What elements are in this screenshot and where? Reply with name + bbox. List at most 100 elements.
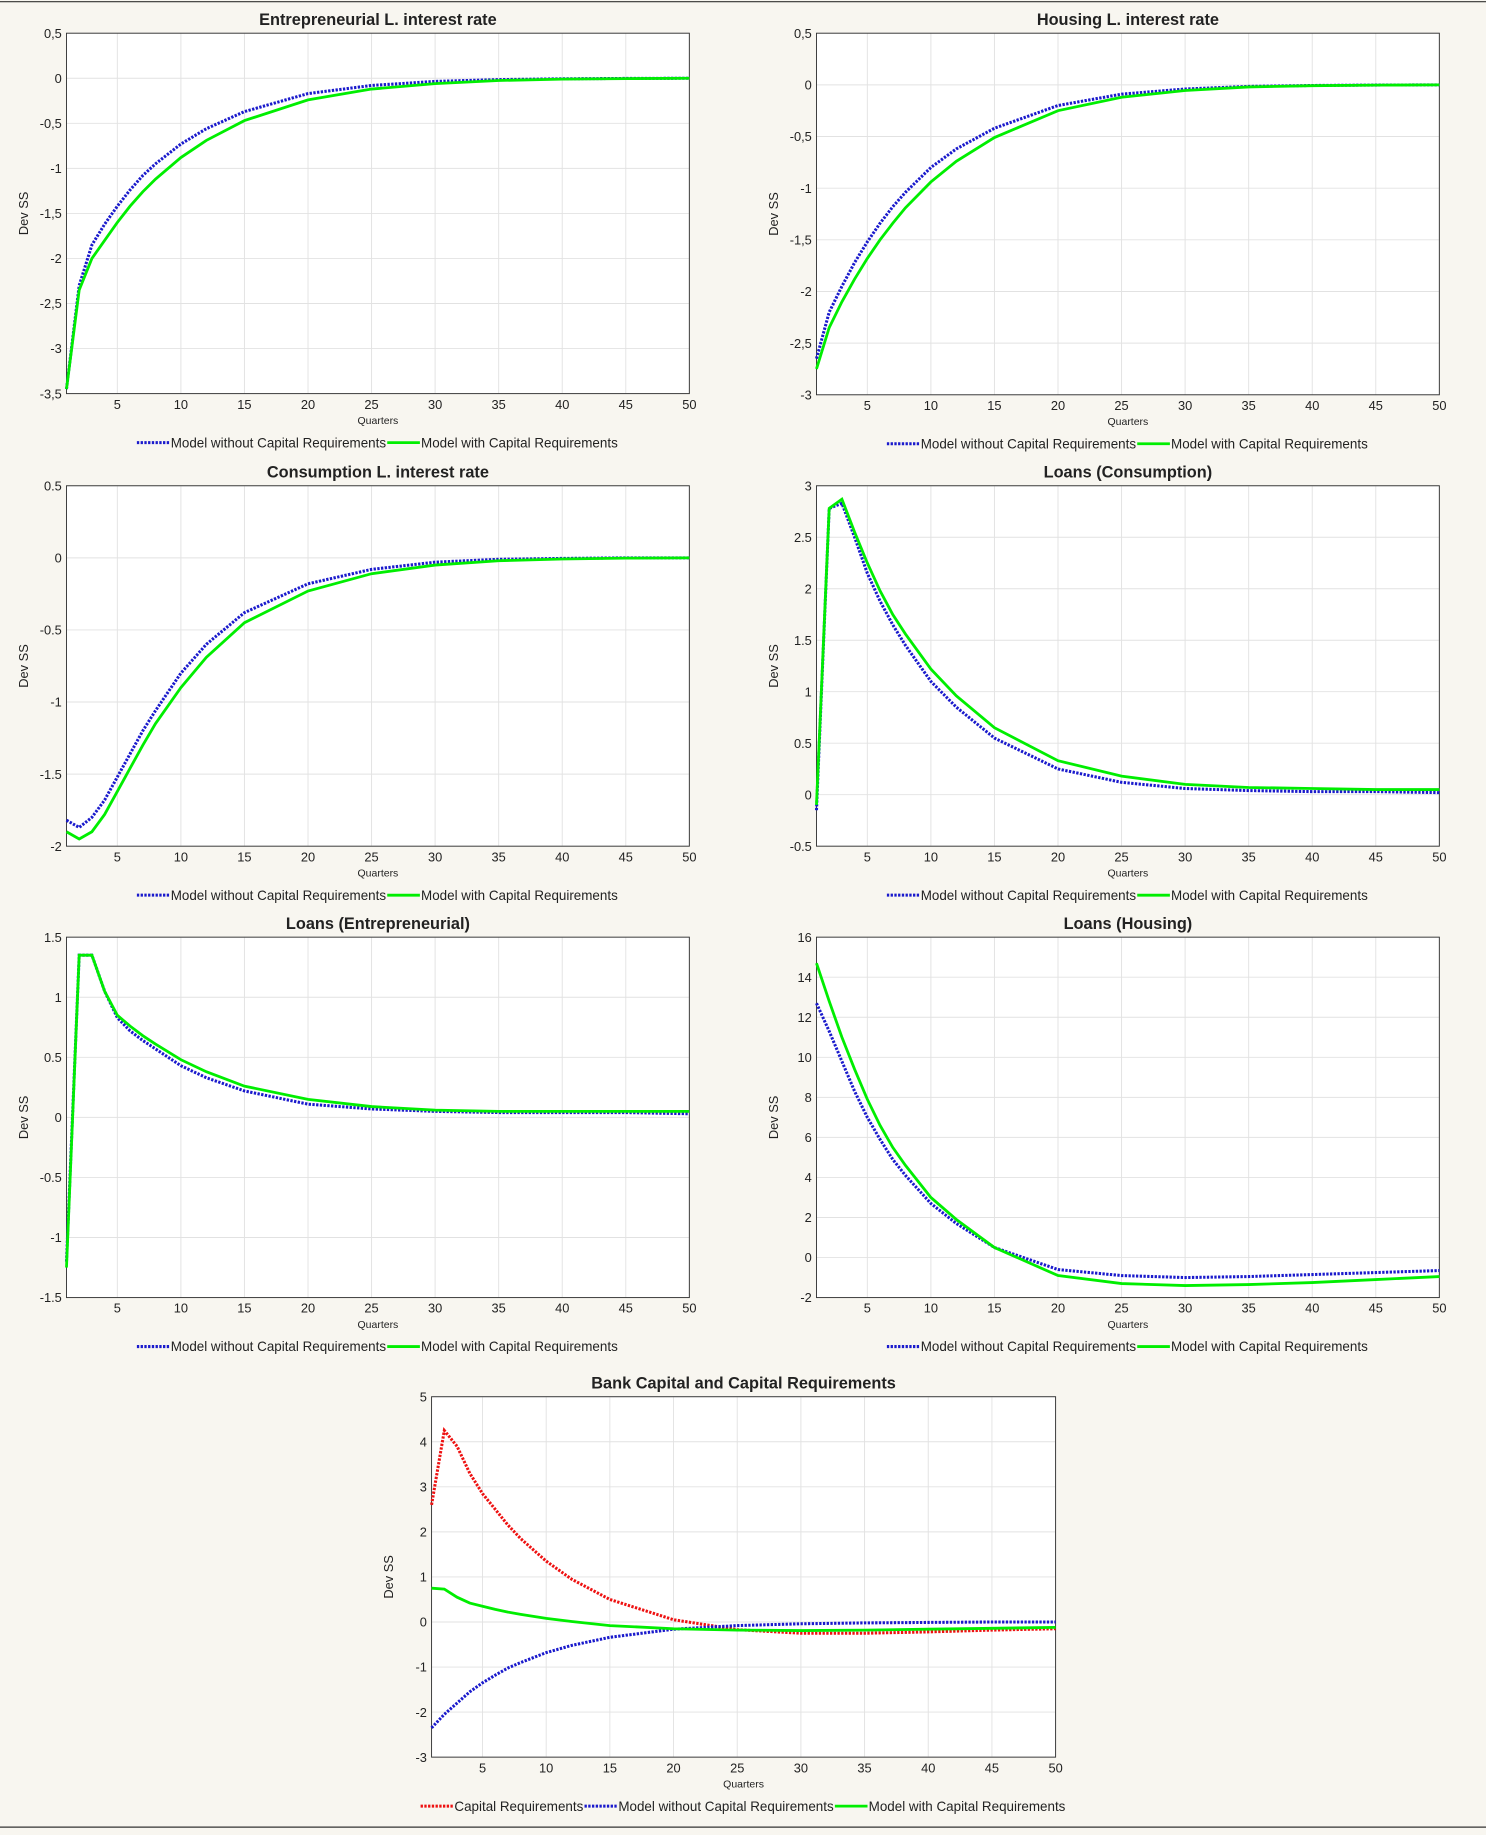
x-tick-label: 5 <box>864 1301 871 1316</box>
y-tick-label: 1.5 <box>794 633 812 648</box>
x-axis-label: Quarters <box>358 1320 399 1331</box>
x-tick-label: 5 <box>114 849 121 864</box>
x-tick-label: 20 <box>301 849 315 864</box>
x-tick-label: 40 <box>1305 849 1319 864</box>
x-tick-label: 30 <box>428 1301 442 1316</box>
x-tick-label: 25 <box>364 1301 378 1316</box>
x-tick-label: 35 <box>1242 1301 1256 1316</box>
x-tick-label: 40 <box>555 1301 569 1316</box>
x-tick-label: 20 <box>666 1760 680 1775</box>
legend: Model without Capital Requirements Model … <box>886 1339 1368 1354</box>
legend-label: Model without Capital Requirements <box>171 1339 387 1354</box>
y-tick-label: -2 <box>800 1290 811 1305</box>
y-tick-label: -0.5 <box>790 839 812 854</box>
data-line <box>65 556 690 841</box>
y-tick-label: -3 <box>50 341 61 356</box>
y-tick-label: 4 <box>420 1434 427 1449</box>
x-tick-label: 5 <box>114 397 121 412</box>
x-tick-label: 10 <box>539 1760 553 1775</box>
chart-title: Loans (Consumption) <box>1044 464 1213 482</box>
legend-label: Model without Capital Requirements <box>618 1799 834 1814</box>
x-tick-label: 40 <box>1305 398 1319 413</box>
y-tick-label: -2,5 <box>790 336 812 351</box>
y-tick-label: -1 <box>50 161 61 176</box>
y-tick-label: 2 <box>805 581 812 596</box>
y-tick-label: 3 <box>420 1479 427 1494</box>
x-tick-label: 15 <box>987 1301 1001 1316</box>
chart-title: Housing L. interest rate <box>1037 11 1219 29</box>
y-tick-label: 1 <box>805 684 812 699</box>
y-tick-label: -2 <box>415 1705 426 1720</box>
y-tick-label: 0 <box>805 1250 812 1265</box>
y-tick-label: 2 <box>420 1525 427 1540</box>
legend: Model without Capital Requirements Model … <box>136 1339 618 1354</box>
y-axis-label: Dev SS <box>16 192 31 236</box>
x-tick-label: 35 <box>1242 398 1256 413</box>
x-tick-label: 50 <box>1432 849 1446 864</box>
x-tick-label: 5 <box>864 398 871 413</box>
y-tick-label: -1 <box>415 1660 426 1675</box>
y-tick-label: -3 <box>415 1750 426 1765</box>
x-tick-label: 45 <box>1369 398 1383 413</box>
x-tick-label: 20 <box>1051 849 1065 864</box>
axes-box <box>816 485 1440 847</box>
x-tick-label: 25 <box>1114 1301 1128 1316</box>
y-tick-label: -0,5 <box>790 129 812 144</box>
x-tick-label: 20 <box>301 397 315 412</box>
y-tick-label: -2 <box>50 839 61 854</box>
x-tick-label: 30 <box>794 1760 808 1775</box>
x-tick-label: 40 <box>555 397 569 412</box>
x-tick-label: 35 <box>492 849 506 864</box>
plot-area <box>816 937 1440 1298</box>
data-line <box>814 501 1440 811</box>
y-axis-label: Dev SS <box>16 644 31 688</box>
y-tick-label: -2 <box>800 284 811 299</box>
x-axis-label: Quarters <box>1108 1320 1149 1331</box>
data-line <box>65 953 690 1268</box>
x-axis-label: Quarters <box>1108 417 1149 428</box>
x-tick-label: 5 <box>479 1760 486 1775</box>
x-tick-label: 30 <box>428 849 442 864</box>
x-tick-label: 30 <box>1178 398 1192 413</box>
legend-label: Model with Capital Requirements <box>869 1799 1066 1814</box>
data-line <box>431 1586 1056 1632</box>
y-tick-label: 0.5 <box>794 736 812 751</box>
data-line <box>430 1620 1056 1729</box>
x-tick-label: 10 <box>174 1301 188 1316</box>
legend-label: Model without Capital Requirements <box>921 436 1137 451</box>
y-tick-label: 0.5 <box>44 1050 62 1065</box>
y-tick-label: 6 <box>805 1130 812 1145</box>
chart-title: Entrepreneurial L. interest rate <box>259 11 497 29</box>
x-tick-label: 35 <box>857 1760 871 1775</box>
data-line <box>815 962 1440 1287</box>
axes-box <box>816 936 1440 1299</box>
y-tick-label: -1,5 <box>790 232 812 247</box>
y-tick-label: 12 <box>798 1010 812 1025</box>
x-tick-label: 10 <box>924 398 938 413</box>
x-tick-label: 10 <box>924 849 938 864</box>
y-tick-label: 4 <box>805 1170 812 1185</box>
y-axis-label: Dev SS <box>766 192 781 235</box>
y-tick-label: 1 <box>420 1570 427 1585</box>
x-tick-label: 5 <box>114 1301 121 1316</box>
y-tick-label: -0,5 <box>40 116 62 131</box>
x-tick-label: 40 <box>555 849 569 864</box>
x-tick-label: 45 <box>1369 1301 1383 1316</box>
x-axis-label: Quarters <box>723 1779 764 1790</box>
legend-label: Model with Capital Requirements <box>421 1339 618 1354</box>
y-tick-label: 10 <box>798 1050 812 1065</box>
x-tick-label: 15 <box>237 1301 251 1316</box>
data-line <box>815 1002 1440 1280</box>
legend-label: Model with Capital Requirements <box>421 888 618 903</box>
y-tick-label: 8 <box>805 1090 812 1105</box>
y-tick-label: -1 <box>50 1230 61 1245</box>
legend: Model without Capital Requirements Model … <box>886 436 1368 451</box>
x-axis-label: Quarters <box>1108 869 1149 880</box>
y-tick-label: -1 <box>50 695 61 710</box>
y-axis-label: Dev SS <box>766 644 781 688</box>
x-tick-label: 25 <box>730 1760 744 1775</box>
y-axis-label: Dev SS <box>381 1555 396 1599</box>
y-tick-label: -2,5 <box>40 296 62 311</box>
